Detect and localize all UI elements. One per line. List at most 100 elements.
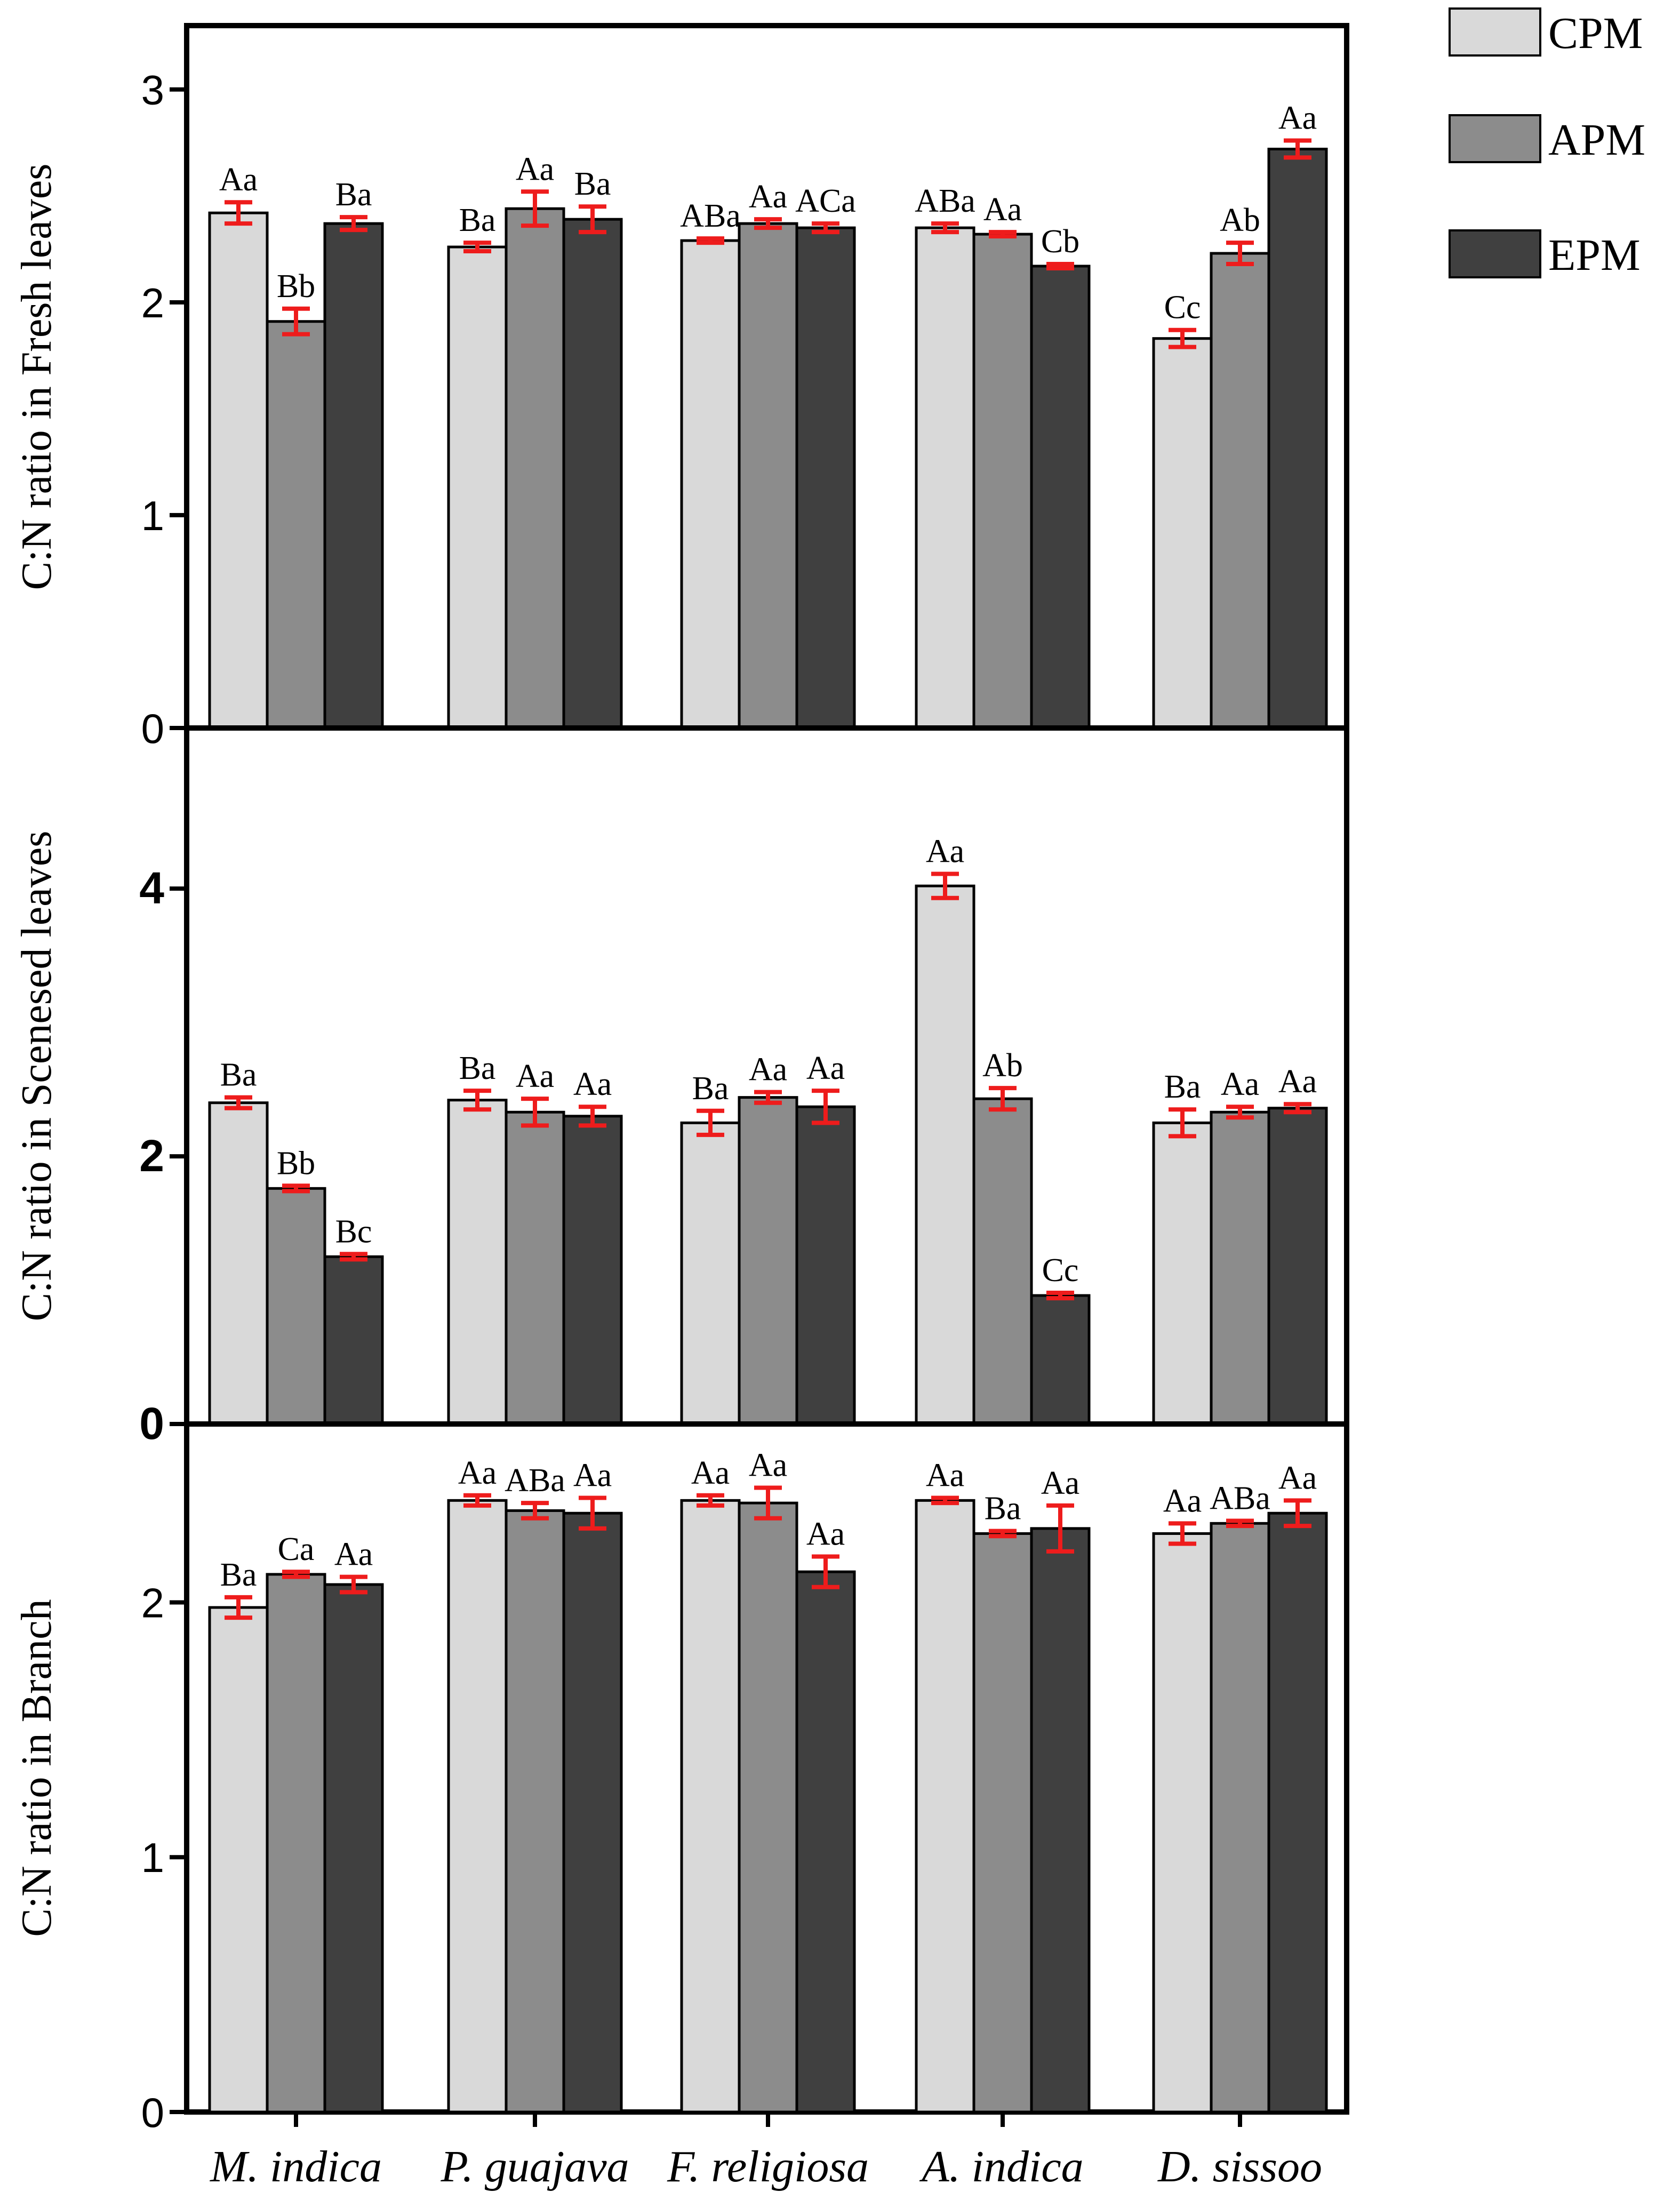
legend-swatch-apm [1449,114,1541,163]
y-tick-label: 1 [141,1834,164,1881]
data-label: Aa [926,834,964,870]
bar-epm [1030,265,1091,730]
bar-apm [972,233,1033,730]
y-axis-label: C:N ratio in Branch [13,1599,60,1937]
data-label: Ab [1220,202,1260,238]
bar-epm [1267,1511,1328,2114]
bar-apm [505,1110,565,1426]
data-label: Ba [459,1050,496,1086]
panel-2: 0 2 4 C:N ratio in Scenesed leaves Ba Bb Bc Ba A… [13,725,1349,1449]
data-label: ABa [680,198,741,234]
bar-epm [1030,1527,1091,2114]
data-label: Aa [1041,1465,1079,1501]
data-label: Aa [1163,1483,1202,1519]
bar-apm [505,1509,565,2114]
data-label: Aa [516,151,554,187]
bar-epm [795,1570,856,2114]
panel-1: 0 1 2 3 C:N ratio in Fresh leaves Aa Bb Ba Ba Aa B… [13,23,1349,752]
y-tick-label: 4 [139,863,164,913]
bar-apm [505,207,565,730]
data-label: Cb [1041,223,1079,260]
data-label: Aa [219,162,258,198]
x-tick-label: P. guajava [440,2142,629,2191]
bar-cpm [208,211,269,730]
x-tick-label: D. sissoo [1157,2142,1322,2191]
bar-apm [1210,1110,1270,1426]
bar-apm [266,1573,326,2114]
y-tick-label: 0 [141,2089,164,2136]
bar-apm [738,222,798,730]
bar-epm [1267,1107,1328,1426]
data-label: ACa [795,183,856,219]
data-label: ABa [1210,1481,1270,1517]
data-label: ABa [505,1462,565,1499]
data-label: Ba [335,177,372,213]
data-label: Bb [277,268,315,305]
y-tick-label: 1 [141,492,164,539]
data-label: Ba [459,202,496,238]
y-tick-label: 0 [141,705,164,752]
data-label: Aa [573,1066,612,1102]
data-label: Ca [278,1531,315,1567]
bar-cpm [208,1606,269,2114]
chart-panels: 0 1 2 3 C:N ratio in Fresh leaves Aa Bb Ba Ba Aa B… [13,23,1349,2191]
legend-label-apm: APM [1548,115,1645,165]
bar-cpm [1152,337,1213,730]
data-label: Aa [1278,1063,1317,1100]
data-label: Aa [1278,100,1317,137]
data-label: Ba [220,1557,257,1593]
bar-epm [323,1255,384,1426]
bar-epm [562,1115,623,1426]
bar-apm [1210,252,1270,730]
legend-item-apm: APM [1449,114,1645,165]
bar-cpm [1152,1121,1213,1426]
legend-label-cpm: CPM [1548,9,1643,58]
data-label: Ba [985,1491,1021,1527]
x-tick-label: F. religiosa [667,2142,869,2191]
data-label: Aa [334,1537,373,1573]
x-tick-label: M. indica [210,2142,382,2191]
data-label: Ba [1164,1069,1201,1105]
bar-epm [795,226,856,730]
bar-cpm [208,1101,269,1426]
bar-apm [738,1096,798,1426]
bar-epm [795,1105,856,1426]
bar-cpm [447,245,508,730]
bar-epm [323,222,384,730]
bar-cpm [1152,1532,1213,2114]
bar-apm [738,1501,798,2114]
data-label: Aa [1278,1460,1317,1496]
data-label: Ba [692,1070,729,1107]
data-label: Bc [335,1213,372,1250]
data-label: ABa [915,183,975,219]
bar-epm [1030,1294,1091,1426]
bar-cpm [447,1499,508,2114]
data-label: Bb [277,1145,315,1181]
data-label: Aa [806,1050,845,1086]
bar-epm [323,1583,384,2114]
y-tick-label: 2 [141,279,164,326]
bar-cpm [447,1099,508,1426]
data-label: Aa [458,1455,497,1491]
data-label: Aa [691,1455,730,1491]
bar-apm [972,1532,1033,2114]
bar-cpm [915,226,975,730]
bar-epm [562,218,623,730]
y-tick-label: 2 [139,1131,164,1181]
data-label: Aa [983,191,1022,228]
legend-item-epm: EPM [1449,229,1641,280]
bar-apm [972,1097,1033,1426]
data-label: Aa [806,1516,845,1552]
x-tick-label: A. indica [919,2142,1083,2191]
data-label: Cc [1164,290,1201,326]
bar-cpm [680,239,741,730]
data-label: Aa [573,1458,612,1494]
data-label: Aa [749,1447,787,1483]
bar-cpm [915,884,975,1426]
legend-item-cpm: CPM [1449,7,1643,58]
data-label: Aa [749,179,787,215]
data-label: Aa [749,1052,787,1088]
y-axis-label: C:N ratio in Scenesed leaves [13,831,60,1322]
